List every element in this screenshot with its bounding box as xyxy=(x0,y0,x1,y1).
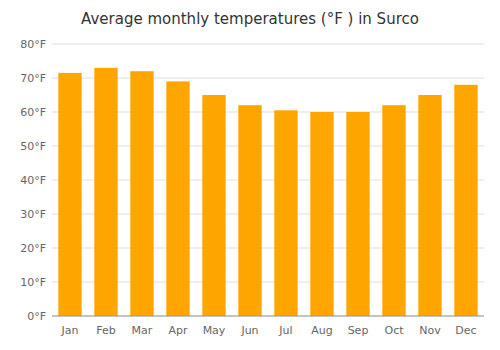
bars xyxy=(58,68,477,316)
y-tick-label: 10°F xyxy=(20,276,46,289)
y-tick-label: 80°F xyxy=(20,38,46,51)
bar xyxy=(382,105,405,316)
bar xyxy=(202,95,225,316)
bar xyxy=(238,105,261,316)
y-tick-label: 0°F xyxy=(27,310,46,323)
bar xyxy=(166,81,189,316)
x-tick-label: Jul xyxy=(278,324,292,337)
x-axis-line xyxy=(52,316,484,317)
x-axis: Jan Feb Mar Apr May Jun Jul Aug Sep Oct Nov Dec xyxy=(61,324,477,337)
y-tick-label: 70°F xyxy=(20,72,46,85)
bar xyxy=(346,112,369,316)
chart-container: Average monthly temperatures (°F ) in Su… xyxy=(0,0,500,350)
x-tick-label: May xyxy=(203,324,226,337)
x-tick-label: Dec xyxy=(455,324,476,337)
x-tick-label: Nov xyxy=(419,324,441,337)
bar xyxy=(274,110,297,316)
bar xyxy=(454,85,477,316)
bar xyxy=(58,73,81,316)
y-tick-label: 20°F xyxy=(20,242,46,255)
chart: Average monthly temperatures (°F ) in Su… xyxy=(0,0,500,350)
x-tick-label: Apr xyxy=(168,324,188,337)
bar xyxy=(310,112,333,316)
grid-line xyxy=(52,44,484,45)
y-tick-label: 30°F xyxy=(20,208,46,221)
x-tick-label: Sep xyxy=(348,324,369,337)
x-tick-label: Aug xyxy=(311,324,332,337)
bar xyxy=(94,68,117,316)
bar xyxy=(130,71,153,316)
grid xyxy=(52,44,484,316)
y-tick-label: 60°F xyxy=(20,106,46,119)
x-tick-label: Jan xyxy=(61,324,79,337)
x-tick-label: Oct xyxy=(384,324,404,337)
y-axis: 0°F 10°F 20°F 30°F 40°F 50°F 60°F 70°F 80°F xyxy=(20,38,46,323)
x-tick-label: Feb xyxy=(96,324,115,337)
y-tick-label: 40°F xyxy=(20,174,46,187)
grid-line xyxy=(52,316,484,317)
x-tick-label: Jun xyxy=(240,324,258,337)
x-tick-label: Mar xyxy=(132,324,153,337)
title: Average monthly temperatures (°F ) in Su… xyxy=(81,10,419,28)
y-tick-label: 50°F xyxy=(20,140,46,153)
bar xyxy=(418,95,441,316)
